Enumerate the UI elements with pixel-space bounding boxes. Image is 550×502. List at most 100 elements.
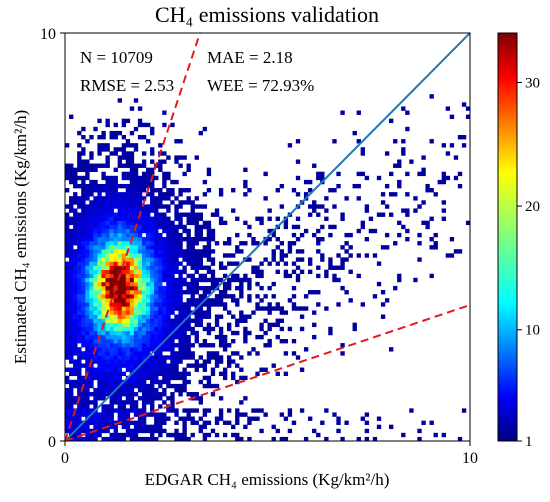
heatmap-cell — [178, 237, 183, 242]
heatmap-cell — [101, 175, 106, 181]
heatmap-cell — [73, 273, 78, 279]
heatmap-cell — [154, 412, 159, 417]
heatmap-cell — [186, 343, 191, 348]
heatmap-cell — [125, 208, 131, 213]
heatmap-cell — [73, 306, 78, 311]
heatmap-cell — [150, 290, 155, 295]
heatmap-cell — [117, 400, 122, 405]
heatmap-cell — [93, 326, 98, 332]
heatmap-cell — [109, 416, 114, 421]
heatmap-cell — [190, 355, 195, 360]
heatmap-cell — [133, 167, 139, 173]
heatmap-cell — [69, 261, 74, 266]
heatmap-cell — [150, 216, 155, 221]
heatmap-cell — [121, 143, 127, 148]
heatmap-cell — [121, 171, 127, 177]
heatmap-cell — [69, 179, 74, 185]
heatmap-cell — [105, 249, 110, 254]
heatmap-cell — [186, 334, 191, 340]
heatmap-cell — [461, 143, 467, 148]
heatmap-cell — [73, 294, 78, 299]
heatmap-cell — [117, 196, 122, 201]
heatmap-cell — [174, 216, 179, 221]
heatmap-cell — [255, 294, 260, 299]
heatmap-cell — [235, 298, 240, 303]
heatmap-cell — [113, 192, 118, 197]
heatmap-cell — [194, 261, 199, 266]
heatmap-cell — [150, 314, 155, 319]
heatmap-cell — [121, 351, 127, 356]
heatmap-cell — [113, 122, 118, 128]
heatmap-cell — [150, 334, 155, 340]
heatmap-cell — [182, 277, 187, 283]
heatmap-cell — [271, 249, 276, 254]
heatmap-cell — [137, 396, 143, 401]
heatmap-cell — [162, 298, 167, 303]
heatmap-cell — [117, 347, 122, 352]
heatmap-cell — [117, 408, 122, 413]
heatmap-cell — [146, 265, 151, 270]
heatmap-cell — [214, 302, 220, 307]
heatmap-cell — [279, 318, 284, 323]
heatmap-cell — [89, 355, 94, 360]
heatmap-cell — [429, 188, 434, 193]
heatmap-cell — [141, 347, 147, 352]
heatmap-cell — [113, 375, 118, 381]
heatmap-cell — [178, 241, 183, 246]
heatmap-cell — [105, 436, 110, 441]
heatmap-cell — [101, 424, 106, 430]
heatmap-cell — [279, 257, 284, 262]
heatmap-cell — [150, 428, 155, 434]
heatmap-cell — [158, 363, 163, 368]
heatmap-cell — [231, 314, 236, 319]
heatmap-cell — [295, 139, 301, 144]
heatmap-cell — [158, 318, 163, 323]
heatmap-cell — [162, 212, 167, 217]
heatmap-cell — [150, 432, 155, 438]
heatmap-cell — [405, 212, 410, 217]
heatmap-cell — [73, 212, 78, 217]
heatmap-cell — [348, 232, 353, 238]
heatmap-cell — [129, 334, 135, 340]
heatmap-cell — [69, 359, 74, 364]
heatmap-cell — [109, 196, 114, 201]
heatmap-cell — [154, 245, 159, 250]
heatmap-cell — [295, 249, 301, 254]
heatmap-cell — [210, 285, 216, 291]
heatmap-cell — [190, 285, 195, 291]
heatmap-cell — [202, 290, 208, 295]
heatmap-cell — [121, 400, 127, 405]
heatmap-cell — [182, 339, 187, 344]
heatmap-cell — [222, 420, 228, 425]
heatmap-cell — [162, 371, 167, 377]
heatmap-cell — [174, 420, 179, 425]
heatmap-cell — [154, 175, 159, 181]
heatmap-cell — [303, 179, 309, 185]
heatmap-cell — [69, 326, 74, 332]
heatmap-cell — [97, 306, 102, 311]
heatmap-cell — [283, 261, 289, 266]
heatmap-cell — [113, 302, 118, 307]
heatmap-cell — [154, 375, 159, 381]
heatmap-cell — [129, 265, 135, 270]
heatmap-cell — [158, 196, 163, 201]
heatmap-cell — [85, 343, 90, 348]
heatmap-cell — [279, 339, 284, 344]
heatmap-cell — [182, 253, 187, 258]
heatmap-cell — [121, 285, 127, 291]
heatmap-cell — [105, 159, 110, 164]
heatmap-cell — [320, 420, 325, 425]
heatmap-cell — [154, 200, 159, 205]
heatmap-cell — [158, 334, 163, 340]
heatmap-cell — [121, 237, 127, 242]
heatmap-cell — [141, 257, 147, 262]
heatmap-cell — [194, 257, 199, 262]
heatmap-cell — [158, 412, 163, 417]
heatmap-cell — [231, 277, 236, 283]
heatmap-cell — [93, 245, 98, 250]
heatmap-cell — [141, 122, 147, 128]
heatmap-cell — [243, 167, 248, 173]
heatmap-cell — [206, 314, 212, 319]
heatmap-cell — [162, 392, 167, 397]
heatmap-cell — [125, 285, 131, 291]
